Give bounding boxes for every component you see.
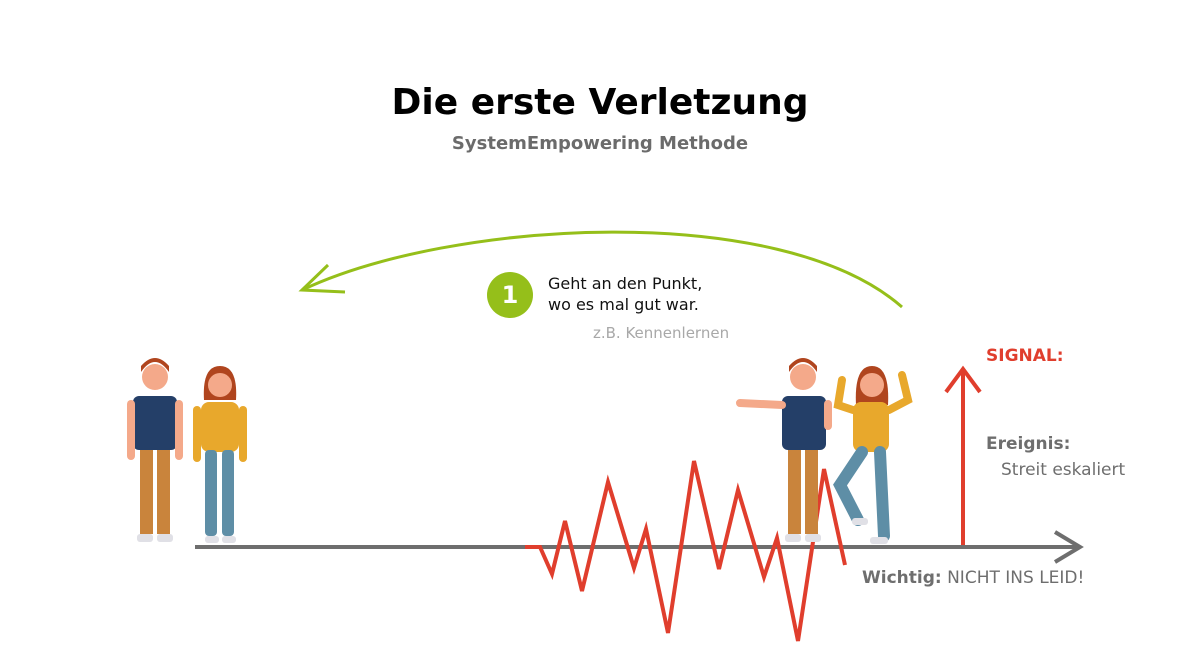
return-arrow-head (298, 263, 346, 294)
step-number-badge: 1 (487, 272, 533, 318)
important-note-text: NICHT INS LEID! (947, 568, 1085, 588)
return-arrow (301, 230, 903, 309)
page-subtitle: SystemEmpowering Methode (451, 133, 749, 154)
woman-figure-right (833, 366, 913, 544)
page-title: Die erste Verletzung (391, 82, 809, 123)
step-text-line-1: Geht an den Punkt, (548, 274, 703, 293)
event-value: Streit eskaliert (1001, 460, 1126, 480)
signal-label: SIGNAL: (986, 346, 1064, 366)
man-figure-left (127, 358, 183, 542)
timeline-arrow-head (1053, 530, 1084, 564)
conflict-zigzag (525, 460, 847, 642)
signal-arrow-head (944, 365, 982, 394)
step-text-line-2: wo es mal gut war. (548, 295, 699, 314)
important-note: Wichtig: NICHT INS LEID! (862, 568, 1084, 588)
woman-figure-left (193, 366, 247, 543)
step-example: z.B. Kennenlernen (593, 324, 730, 342)
man-figure-right (736, 358, 832, 542)
event-label: Ereignis: (986, 434, 1071, 454)
important-note-label: Wichtig: (862, 568, 942, 588)
